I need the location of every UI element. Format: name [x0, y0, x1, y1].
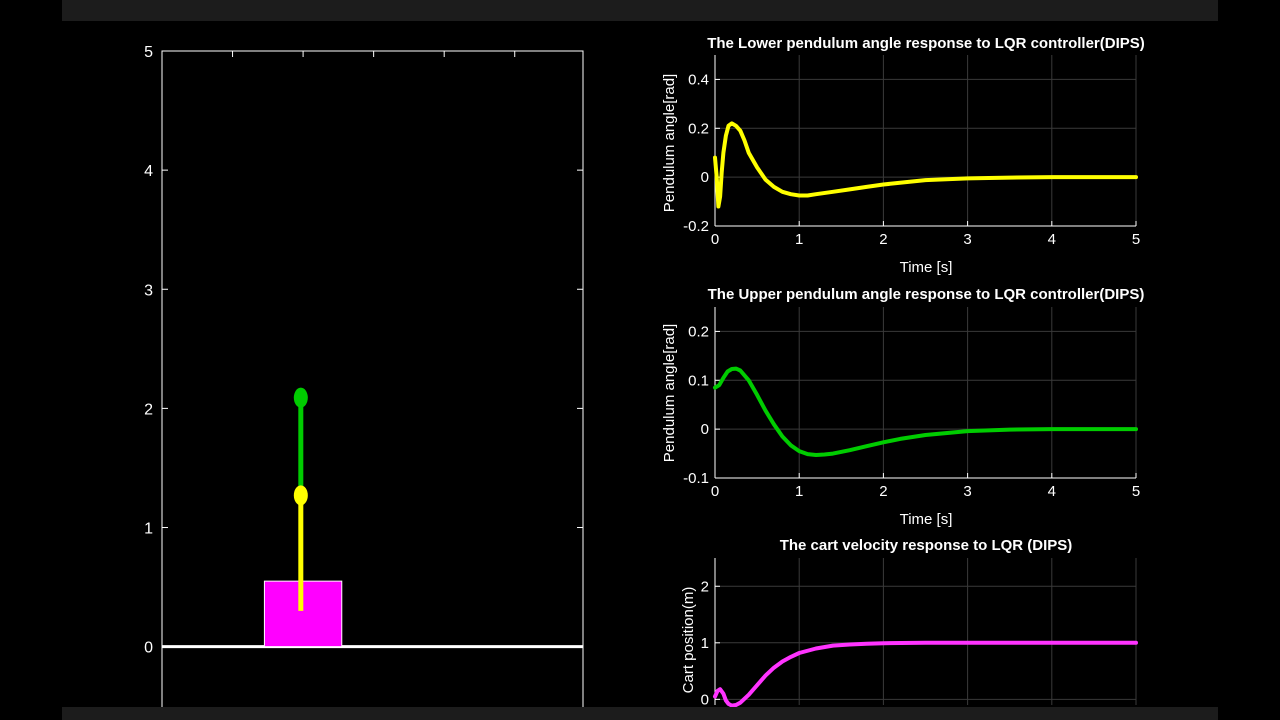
animation-plot-box [161, 50, 584, 720]
lower-ytick-label: 0 [701, 169, 709, 186]
lower-xtick-label: 4 [1048, 231, 1056, 248]
cart-ytick-label: 0 [701, 691, 709, 708]
upper-ytick-label: 0.1 [688, 372, 709, 389]
upper-series-line [713, 366, 1138, 457]
lower-ytick-label: -0.2 [683, 218, 709, 235]
cart-ytick-label: 1 [701, 635, 709, 652]
letterbox-right [1218, 0, 1280, 720]
cart-chart-ylabel: Cart position(m) [680, 587, 697, 694]
upper-plot-area [715, 307, 1136, 478]
lower-ytick-label: 0.2 [688, 120, 709, 137]
lower-angle-axes: -0.200.20.40 1 2 3 4 5 The Lower pendulum ang… [661, 35, 1145, 276]
upper-angle-axes: -0.100.10.20 1 2 3 4 5 The Upper pendulum ang… [661, 286, 1144, 528]
video-bottom-bar [62, 707, 1218, 720]
upper-xtick-label: 0 [711, 483, 719, 500]
lower-xtick-label: 3 [963, 231, 971, 248]
animation-ytick-label: 2 [144, 401, 153, 418]
video-top-bar [62, 0, 1218, 21]
animation-ytick-label: 1 [144, 521, 153, 538]
upper-ytick-label: 0.2 [688, 323, 709, 340]
lower-plot-area [715, 55, 1136, 226]
lower-xtick-label: 2 [879, 231, 887, 248]
upper-xtick-label: 4 [1048, 483, 1056, 500]
animation-ytick-label: 4 [144, 163, 153, 180]
lower-chart-ylabel: Pendulum angle[rad] [661, 74, 678, 212]
upper-chart-ylabel: Pendulum angle[rad] [661, 324, 678, 462]
lower-series-line [713, 121, 1138, 209]
upper-xtick-label: 2 [879, 483, 887, 500]
cart-chart-title: The cart velocity response to LQR (DIPS) [780, 537, 1073, 554]
letterbox-left [0, 0, 62, 720]
lower-xtick-label: 1 [795, 231, 803, 248]
upper-xtick-label: 3 [963, 483, 971, 500]
cart-plot-area [715, 558, 1136, 705]
lower-chart-xlabel: Time [s] [900, 259, 953, 276]
lower-ytick-label: 0.4 [688, 71, 709, 88]
lower-chart-title: The Lower pendulum angle response to LQR… [707, 35, 1145, 52]
animation-ytick-label: 5 [144, 44, 153, 61]
animation-ytick-label: 3 [144, 282, 153, 299]
cart-ytick-label: 2 [701, 578, 709, 595]
upper-xtick-label: 1 [795, 483, 803, 500]
upper-ytick-label: -0.1 [683, 470, 709, 487]
upper-chart-xlabel: Time [s] [900, 511, 953, 528]
lower-pendulum-bob [293, 485, 308, 506]
upper-chart-title: The Upper pendulum angle response to LQR… [708, 286, 1145, 303]
animation-axes: 0 1 2 3 4 5 [144, 44, 584, 720]
upper-ytick-label: 0 [701, 421, 709, 438]
cart-series-line [713, 640, 1138, 708]
upper-pendulum-bob [293, 387, 308, 408]
cart-position-axes: 0 1 2 The cart velocity response to LQR (D… [680, 537, 1138, 708]
lower-xtick-label: 0 [711, 231, 719, 248]
upper-xtick-label: 5 [1132, 483, 1140, 500]
lower-xtick-label: 5 [1132, 231, 1140, 248]
animation-ytick-label: 0 [144, 640, 153, 657]
